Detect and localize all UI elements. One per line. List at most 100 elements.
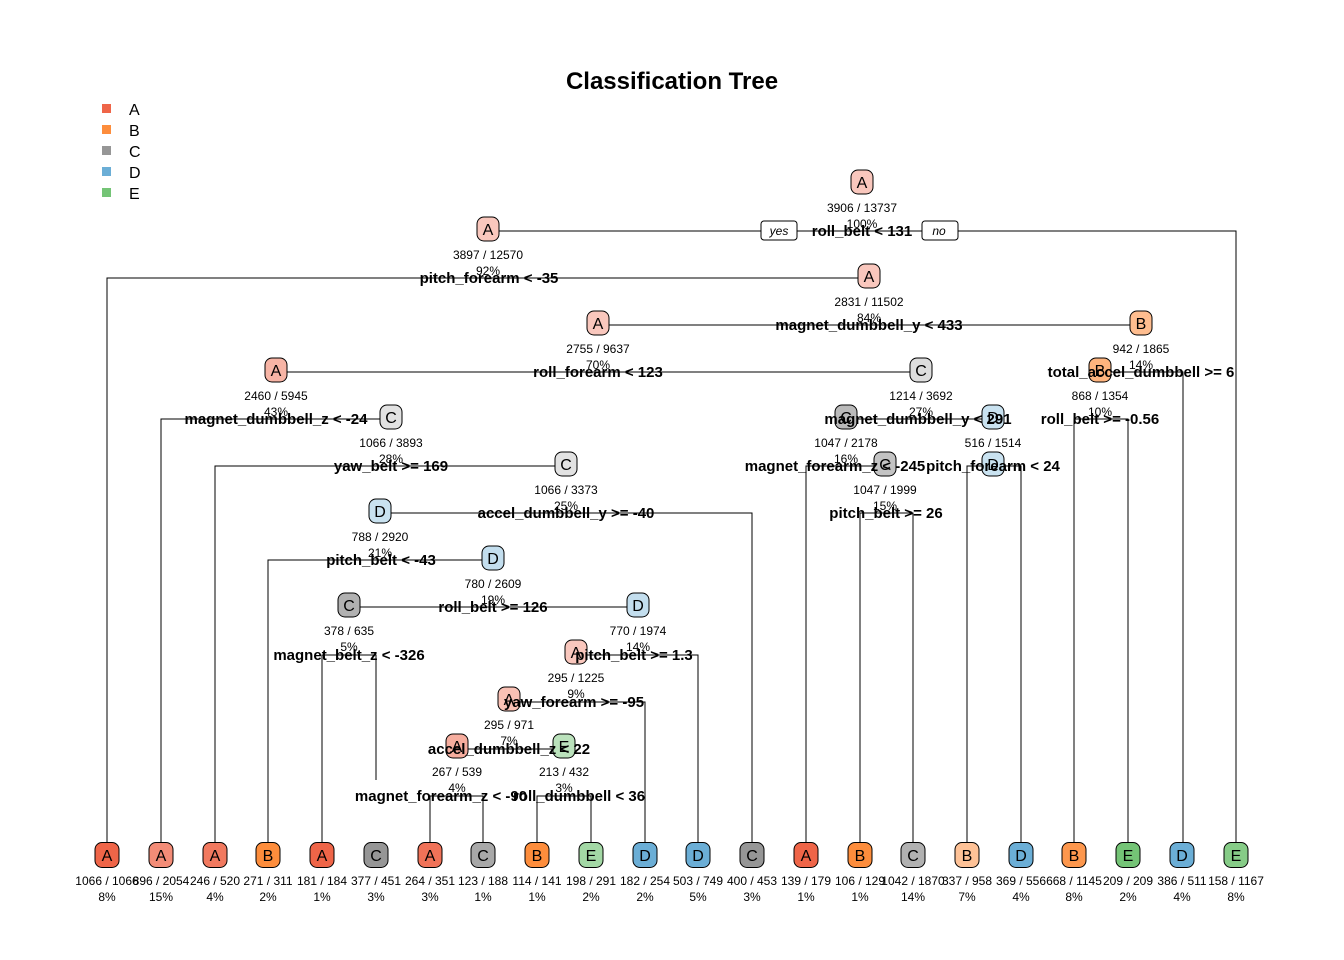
node-n21: C 1214 / 3692 27%	[889, 357, 953, 419]
node-n82-counts: 1066 / 3373	[534, 483, 598, 497]
legend-label-c: C	[129, 144, 141, 161]
tree-edge	[1073, 418, 1129, 843]
node-n20-counts: 2460 / 5945	[244, 389, 308, 403]
leaf-node-percent: 1%	[313, 890, 331, 904]
leaf-node-percent: 5%	[689, 890, 707, 904]
leaf-node: D 503 / 749 5%	[673, 842, 723, 904]
node-n42-percent: 16%	[834, 452, 858, 466]
tree-edge	[321, 654, 377, 843]
tree-edges	[106, 230, 1237, 843]
tree-edge	[488, 230, 1237, 843]
node-n1316: A 295 / 1225 9%	[548, 639, 605, 701]
node-n2-box	[476, 216, 500, 242]
node-n10-counts: 2755 / 9637	[566, 342, 630, 356]
split-label-n20: roll_forearm < 123	[533, 364, 663, 381]
leaf-node-class: A	[210, 848, 221, 865]
leaf-node-counts: 182 / 254	[620, 874, 670, 888]
leaf-node: D 182 / 254 2%	[620, 842, 670, 904]
leaf-node-box	[148, 842, 174, 868]
leaf-node-box	[685, 842, 711, 868]
leaf-node-percent: 14%	[901, 890, 925, 904]
node-n11-counts: 942 / 1865	[1113, 342, 1170, 356]
node-n164-counts: 788 / 2920	[352, 530, 409, 544]
node-n328: D 780 / 2609 19%	[465, 545, 522, 607]
node-n657-percent: 5%	[340, 640, 358, 654]
leaf-node: A 896 / 2054 15%	[133, 842, 190, 904]
node-n5265-class: E	[559, 739, 570, 756]
split-label-n2632: yaw_forearm >= -95	[504, 694, 644, 711]
node-n20-box	[264, 357, 288, 383]
branch-yes-label: yes	[769, 224, 789, 238]
node-n164-box	[368, 498, 392, 524]
node-n22: B 868 / 1354 10%	[1072, 357, 1129, 419]
node-n82-percent: 25%	[554, 499, 578, 513]
leaf-node-box	[578, 842, 604, 868]
node-n5264-box	[445, 733, 469, 759]
leaf-node-percent: 2%	[259, 890, 277, 904]
leaf-node-percent: 1%	[851, 890, 869, 904]
leaf-node-counts: 158 / 1167	[1208, 874, 1264, 888]
leaf-node-class: D	[692, 848, 704, 865]
leaf-node-counts: 503 / 749	[673, 874, 723, 888]
legend-label-b: B	[129, 123, 140, 140]
tree-edge	[160, 418, 391, 843]
leaf-node: A 1066 / 1066 8%	[75, 842, 139, 904]
leaf-node-percent: 4%	[1012, 890, 1030, 904]
leaf-node-class: E	[586, 848, 597, 865]
node-n41-box	[379, 404, 403, 430]
split-label-n2: pitch_forearm < -35	[420, 270, 559, 287]
node-n5-class: A	[864, 269, 875, 286]
leaf-node-class: D	[639, 848, 651, 865]
leaf-node-box	[524, 842, 550, 868]
leaf-node-box	[739, 842, 765, 868]
node-n21-class: C	[915, 363, 927, 380]
leaf-node: E 198 / 291 2%	[566, 842, 616, 904]
split-label-n42: magnet_dumbbell_y < 291	[824, 411, 1011, 428]
node-n2: A 3897 / 12570 92%	[453, 216, 523, 278]
node-root: A 3906 / 13737 100%	[827, 169, 897, 231]
split-label-n22: roll_belt >= -0.56	[1041, 411, 1159, 428]
tree-edge	[859, 512, 914, 843]
node-n43-counts: 516 / 1514	[965, 436, 1022, 450]
node-n5265-percent: 3%	[555, 781, 573, 795]
legend-swatch-e	[102, 188, 111, 197]
tree-edge	[576, 654, 699, 843]
node-n10-class: A	[593, 316, 604, 333]
node-n85: C 1047 / 1999 15%	[853, 451, 917, 513]
leaf-node-percent: 4%	[1173, 890, 1191, 904]
leaf-node-box	[1115, 842, 1141, 868]
node-n86: D	[981, 451, 1005, 477]
node-n82: C 1066 / 3373 25%	[534, 451, 598, 513]
node-n20-class: A	[271, 363, 282, 380]
node-n21-counts: 1214 / 3692	[889, 389, 953, 403]
leaf-node: E 158 / 1167 8%	[1208, 842, 1264, 904]
leaf-node-class: B	[855, 848, 866, 865]
leaf-node-percent: 4%	[206, 890, 224, 904]
legend-swatch-a	[102, 104, 111, 113]
tree-edge	[966, 465, 1022, 843]
leaf-node-box	[632, 842, 658, 868]
node-n657-box	[337, 592, 361, 618]
node-n2632-counts: 295 / 971	[484, 718, 534, 732]
split-label-n85: magnet_forearm_z < -245	[745, 458, 926, 475]
split-label-n164: accel_dumbbell_y >= -40	[478, 505, 655, 522]
node-n328-class: D	[487, 551, 499, 568]
leaf-node: C 377 / 451 3%	[351, 842, 401, 904]
leaf-node-counts: 209 / 209	[1103, 874, 1153, 888]
leaf-node-class: A	[102, 848, 113, 865]
node-n5265-counts: 213 / 432	[539, 765, 589, 779]
leaf-node-counts: 181 / 184	[297, 874, 347, 888]
node-n21-box	[909, 357, 933, 383]
leaf-node: A 264 / 351 3%	[405, 842, 455, 904]
node-n42: C 1047 / 2178 16%	[814, 404, 878, 466]
node-n5-box	[857, 263, 881, 289]
leaf-node: B 668 / 1145 8%	[1046, 842, 1102, 904]
node-n22-percent: 10%	[1088, 405, 1112, 419]
node-n328-percent: 19%	[481, 593, 505, 607]
leaf-node-counts: 1042 / 1870	[881, 874, 945, 888]
node-root-class: A	[857, 175, 868, 192]
node-n85-class: C	[879, 457, 891, 474]
leaf-node-box	[793, 842, 819, 868]
node-n21-percent: 27%	[909, 405, 933, 419]
node-n5264-class: A	[452, 739, 463, 756]
